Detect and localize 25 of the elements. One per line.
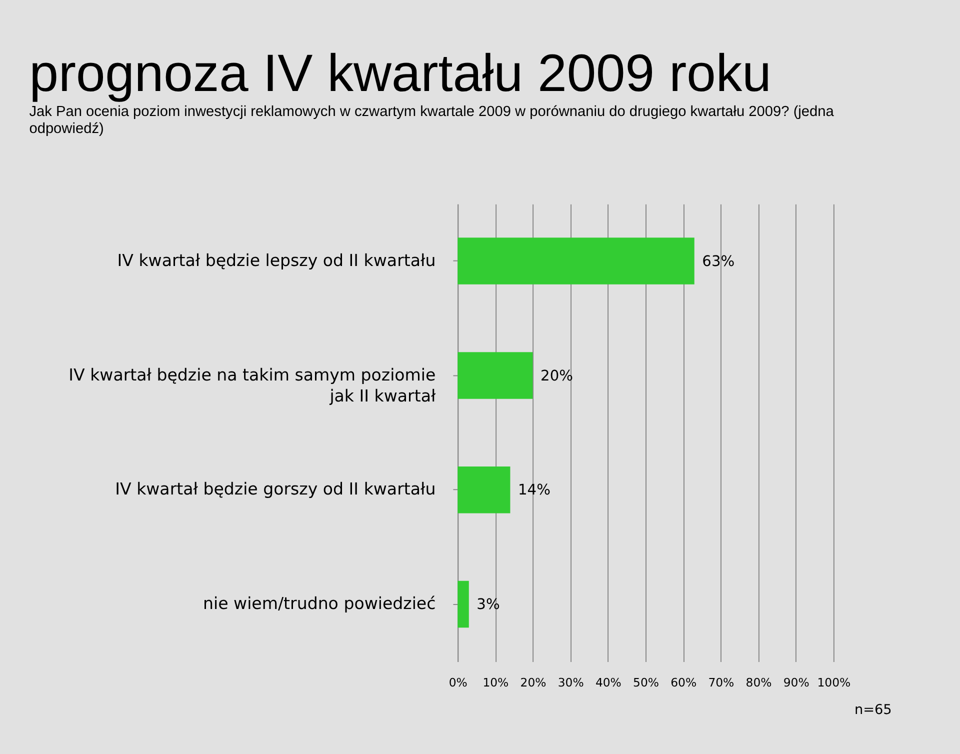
x-tick-label: 80% xyxy=(746,675,772,690)
y-tick-label: IV kwartał będzie na takim samym poziomie jak II kwartał xyxy=(68,365,436,406)
data-label: 20% xyxy=(540,367,574,384)
x-tick-label: 0% xyxy=(448,675,468,690)
data-label: 14% xyxy=(518,482,551,499)
x-tick-label: 90% xyxy=(783,675,810,690)
x-tick-label: 100% xyxy=(817,675,851,690)
data-label: 63% xyxy=(702,252,735,270)
bar xyxy=(458,352,533,399)
y-tick-label: IV kwartał będzie lepszy od II kwartału xyxy=(117,250,436,270)
x-tick-label: 40% xyxy=(595,675,622,690)
x-tick-label: 70% xyxy=(708,675,734,690)
bar xyxy=(458,238,694,284)
bar xyxy=(458,466,510,514)
x-tick-label: 60% xyxy=(670,675,697,690)
data-label: 3% xyxy=(476,596,500,614)
x-tick-label: 50% xyxy=(633,675,659,690)
text: n=65 xyxy=(854,702,892,718)
bar xyxy=(458,580,469,628)
x-tick-label: 10% xyxy=(482,675,509,690)
y-tick-label: IV kwartał będzie gorszy od II kwartału xyxy=(115,480,436,499)
chart-subtitle: Jak Pan ocenia poziom inwestycji reklamowych w czwartym kwartale 2009 w porównaniu do drugiego kwartału 2009? (jedna odpowiedź) xyxy=(29,104,835,137)
x-tick-label: 30% xyxy=(558,675,584,690)
x-tick-label: 20% xyxy=(520,675,546,690)
y-tick-label: nie wiem/trudno powiedzieć xyxy=(203,594,436,614)
